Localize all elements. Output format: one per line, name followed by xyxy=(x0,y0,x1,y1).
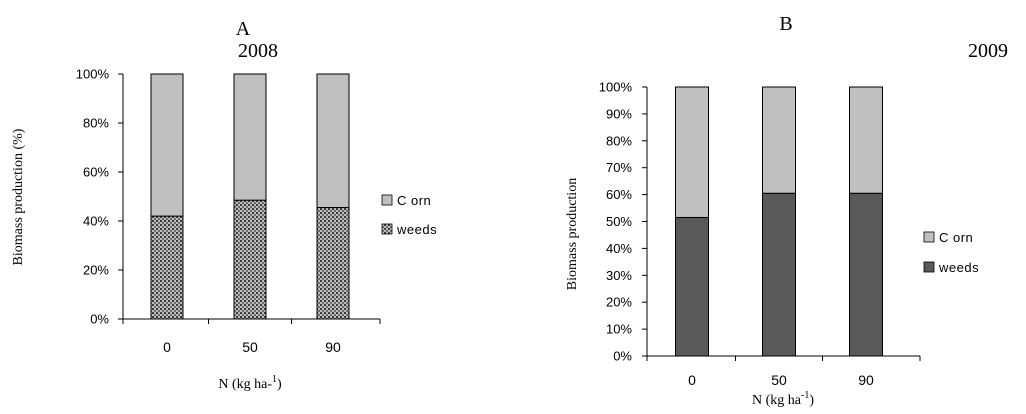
y-axis-title-a: Biomass production (%) xyxy=(11,128,26,265)
y-tick-label-a-2: 40% xyxy=(83,214,109,229)
bar-a-corn-0 xyxy=(150,73,184,217)
axes-a xyxy=(118,73,381,324)
y-tick-label-b-10: 100% xyxy=(599,80,633,95)
y-tick-label-b-1: 10% xyxy=(606,322,632,337)
x-axis-title-a: N (kg ha-1) xyxy=(218,374,282,392)
y-tick-label-b-8: 80% xyxy=(606,133,632,148)
y-tick-label-a-4: 80% xyxy=(83,116,109,131)
panel-label-a: A xyxy=(236,18,251,40)
axes-b xyxy=(642,86,921,361)
bar-a-corn-50 xyxy=(233,73,267,201)
y-tick-label-a-5: 100% xyxy=(76,67,110,82)
legend-label-b-0: C orn xyxy=(939,230,973,245)
y-tick-labels-a: 0% 20% 40% 60% 80% 100% xyxy=(76,67,110,327)
y-tick-label-a-0: 0% xyxy=(90,312,109,327)
panel-label-b: B xyxy=(779,13,792,35)
x-tick-label-b-0: 0 xyxy=(688,372,696,388)
bar-a-weeds-50 xyxy=(233,199,267,320)
y-tick-label-b-6: 60% xyxy=(606,187,632,202)
y-tick-label-b-5: 50% xyxy=(606,214,632,229)
year-label-b: 2009 xyxy=(968,40,1008,62)
x-tick-labels-b: 0 50 90 xyxy=(688,372,874,388)
legend-label-b-1: weeds xyxy=(938,260,979,275)
chart-panel-a: A 2008 Biomass production (%) N (kg ha-1… xyxy=(11,18,437,392)
bar-a-corn-90 xyxy=(316,73,350,209)
y-tick-label-b-4: 40% xyxy=(606,241,632,256)
bar-b-weeds-50 xyxy=(762,192,796,357)
legend-swatch-b-0 xyxy=(923,231,935,243)
legend-label-a-0: C orn xyxy=(397,193,431,208)
y-tick-label-b-9: 90% xyxy=(606,106,632,121)
x-tick-label-a-2: 90 xyxy=(325,339,341,355)
y-tick-label-b-0: 0% xyxy=(613,349,632,364)
x-tick-label-a-1: 50 xyxy=(242,339,258,355)
y-tick-label-a-3: 60% xyxy=(83,165,109,180)
x-tick-labels-a: 0 50 90 xyxy=(163,339,341,355)
y-tick-label-a-1: 20% xyxy=(83,263,109,278)
chart-panel-b: B 2009 Biomass production N (kg ha-1) 0%… xyxy=(565,13,1008,408)
bar-a-weeds-90 xyxy=(316,207,350,320)
bars-a xyxy=(150,73,350,320)
bar-b-weeds-0 xyxy=(675,216,709,357)
x-tick-label-a-0: 0 xyxy=(163,339,171,355)
year-label-a: 2008 xyxy=(238,40,278,62)
legend-b: C orn weeds xyxy=(923,230,979,275)
bar-b-corn-50 xyxy=(762,86,796,194)
bar-b-corn-0 xyxy=(675,86,709,218)
legend-swatch-a-0 xyxy=(381,194,393,206)
bar-a-weeds-0 xyxy=(150,215,184,320)
legend-swatch-b-1 xyxy=(923,261,935,273)
legend-a: C orn weeds xyxy=(381,193,437,237)
y-tick-labels-b: 0% 10% 20% 30% 40% 50% 60% 70% 80% 90% 100% xyxy=(599,80,633,364)
x-axis-title-b: N (kg ha-1) xyxy=(752,390,814,408)
legend-swatch-a-1 xyxy=(381,223,393,235)
y-tick-label-b-7: 70% xyxy=(606,160,632,175)
bar-b-corn-90 xyxy=(849,86,883,194)
x-tick-label-b-2: 90 xyxy=(858,372,874,388)
y-tick-label-b-3: 30% xyxy=(606,268,632,283)
bar-b-weeds-90 xyxy=(849,192,883,357)
bars-b xyxy=(675,86,883,357)
x-tick-label-b-1: 50 xyxy=(771,372,787,388)
y-axis-title-b: Biomass production xyxy=(565,178,580,290)
y-tick-label-b-2: 20% xyxy=(606,295,632,310)
legend-label-a-1: weeds xyxy=(396,222,437,237)
